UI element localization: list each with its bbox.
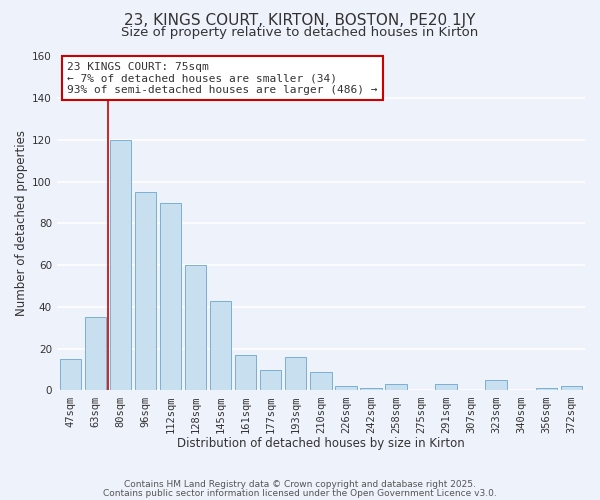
Bar: [285, 357, 307, 390]
Bar: [361, 388, 382, 390]
Bar: [160, 202, 181, 390]
Bar: [135, 192, 156, 390]
Bar: [235, 355, 256, 390]
Bar: [485, 380, 507, 390]
Bar: [210, 300, 232, 390]
Bar: [85, 318, 106, 390]
Y-axis label: Number of detached properties: Number of detached properties: [15, 130, 28, 316]
Bar: [560, 386, 582, 390]
Bar: [436, 384, 457, 390]
Bar: [536, 388, 557, 390]
Text: 23 KINGS COURT: 75sqm
← 7% of detached houses are smaller (34)
93% of semi-detac: 23 KINGS COURT: 75sqm ← 7% of detached h…: [67, 62, 378, 94]
Bar: [260, 370, 281, 390]
Bar: [60, 359, 81, 390]
Bar: [310, 372, 332, 390]
Bar: [110, 140, 131, 390]
Bar: [185, 265, 206, 390]
X-axis label: Distribution of detached houses by size in Kirton: Distribution of detached houses by size …: [177, 437, 465, 450]
Bar: [385, 384, 407, 390]
Text: Contains HM Land Registry data © Crown copyright and database right 2025.: Contains HM Land Registry data © Crown c…: [124, 480, 476, 489]
Bar: [335, 386, 356, 390]
Text: 23, KINGS COURT, KIRTON, BOSTON, PE20 1JY: 23, KINGS COURT, KIRTON, BOSTON, PE20 1J…: [124, 12, 476, 28]
Text: Contains public sector information licensed under the Open Government Licence v3: Contains public sector information licen…: [103, 488, 497, 498]
Text: Size of property relative to detached houses in Kirton: Size of property relative to detached ho…: [121, 26, 479, 39]
